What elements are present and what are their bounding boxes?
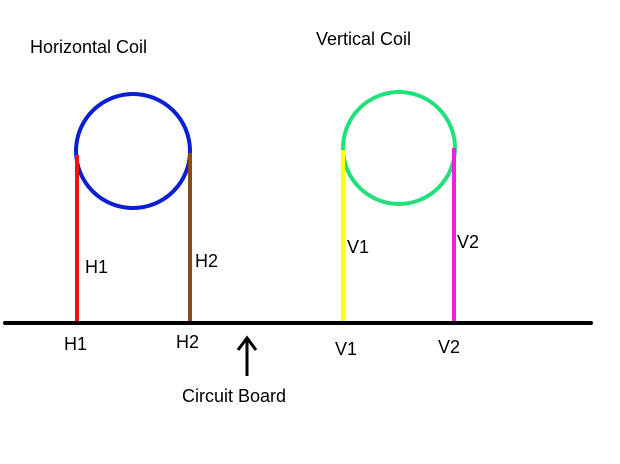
coil-title: Vertical Coil (316, 29, 411, 49)
coil-title: Horizontal Coil (30, 37, 147, 57)
pin-label: V1 (335, 339, 357, 359)
lead-label: H1 (85, 257, 108, 277)
pin-label: H1 (64, 334, 87, 354)
lead-label: V1 (347, 237, 369, 257)
lead-label: H2 (195, 251, 218, 271)
board-label: Circuit Board (182, 386, 286, 406)
pin-label: H2 (176, 332, 199, 352)
pin-label: V2 (438, 337, 460, 357)
horizontal-coil (74, 92, 192, 210)
arrow-head (236, 335, 258, 351)
lead-label: V2 (457, 232, 479, 252)
